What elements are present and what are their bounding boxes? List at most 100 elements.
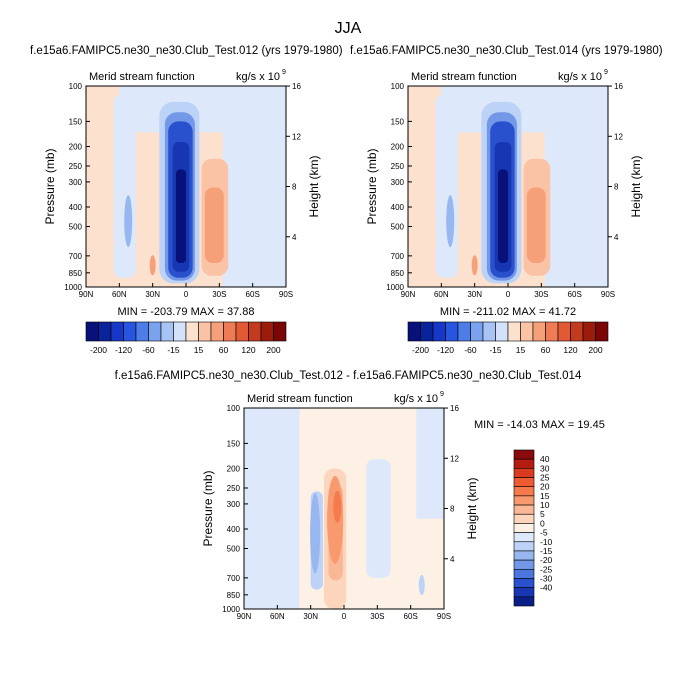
- x-tick-label: 30N: [303, 612, 318, 621]
- y-right-tick-label: 16: [292, 82, 301, 91]
- x-tick-label: 90N: [237, 612, 252, 621]
- y-tick-label: 150: [391, 117, 405, 126]
- y-right-axis-label: Height (km): [629, 155, 643, 217]
- y-right-tick-label: 16: [450, 404, 459, 413]
- colorbar-swatch: [85, 321, 99, 342]
- colorbar-swatch: [513, 550, 535, 561]
- x-tick-label: 60N: [270, 612, 285, 621]
- colorbar-swatch: [135, 321, 149, 342]
- colorbar-swatch: [198, 321, 212, 342]
- y-tick-label: 250: [227, 484, 241, 493]
- y-right-tick-label: 8: [614, 183, 619, 192]
- x-tick-label: 30N: [145, 290, 160, 299]
- colorbar-swatch: [420, 321, 434, 342]
- colorbar-label: 60: [219, 345, 229, 355]
- x-tick-label: 90N: [79, 290, 94, 299]
- panel-3-title: f.e15a6.FAMIPC5.ne30_ne30.Club_Test.012 …: [114, 370, 582, 382]
- subtitle: Merid stream function: [89, 71, 195, 83]
- x-tick-label: 60S: [246, 290, 260, 299]
- colorbar-label: 60: [541, 345, 551, 355]
- colorbar-swatch: [407, 321, 421, 342]
- y-tick-label: 100: [391, 82, 405, 91]
- y-tick-label: 300: [69, 178, 83, 187]
- y-tick-label: 300: [391, 178, 405, 187]
- colorbar-label: -5: [540, 528, 548, 538]
- colorbar-swatch: [513, 587, 535, 598]
- x-tick-label: 90S: [437, 612, 451, 621]
- units-exponent: 9: [440, 391, 444, 398]
- y-tick-label: 400: [227, 525, 241, 534]
- colorbar-label: -10: [540, 537, 553, 547]
- colorbar-swatch: [545, 321, 559, 342]
- colorbar-label: 5: [540, 509, 545, 519]
- y-tick-label: 700: [227, 574, 241, 583]
- colorbar-swatch: [495, 321, 509, 342]
- y-right-tick-label: 4: [614, 233, 619, 242]
- colorbar-label: 0: [540, 518, 545, 528]
- x-tick-label: 30N: [467, 290, 482, 299]
- contour-blue-narrow: [124, 195, 133, 248]
- colorbar-swatch: [173, 321, 187, 342]
- panel-2-stats: MIN = -211.02 MAX = 41.72: [439, 306, 577, 318]
- units-exponent: 9: [604, 69, 608, 76]
- colorbar-swatch: [513, 468, 535, 478]
- colorbar-swatch: [445, 321, 459, 342]
- units-label: kg/s x 10: [236, 71, 280, 83]
- y-tick-label: 1000: [386, 283, 404, 292]
- contour-neg-small: [418, 575, 425, 596]
- colorbar-label: 30: [540, 463, 550, 473]
- contour-light-blue-south: [416, 408, 444, 519]
- contour-pos-small: [471, 255, 478, 276]
- colorbar-swatch: [513, 513, 535, 524]
- colorbar-swatch: [513, 477, 535, 488]
- colorbar-swatch: [513, 559, 535, 570]
- colorbar-swatch: [273, 321, 287, 342]
- colorbar-swatch: [457, 321, 471, 342]
- colorbar-swatch: [185, 321, 199, 342]
- colorbar-swatch: [520, 321, 534, 342]
- colorbar-swatch: [482, 321, 496, 342]
- y-right-tick-label: 12: [292, 132, 301, 141]
- y-tick-label: 700: [69, 252, 83, 261]
- contour-blue-narrow: [446, 195, 455, 248]
- colorbar-swatch: [507, 321, 521, 342]
- subtitle: Merid stream function: [247, 393, 353, 405]
- x-tick-label: 30S: [534, 290, 548, 299]
- colorbar-swatch: [513, 449, 535, 460]
- colorbar-swatch: [595, 321, 609, 342]
- y-axis-label: Pressure (mb): [201, 470, 215, 546]
- y-tick-label: 300: [227, 500, 241, 509]
- colorbar-swatch: [513, 504, 535, 515]
- contour-light-blue-north: [244, 408, 300, 609]
- y-tick-label: 400: [69, 203, 83, 212]
- colorbar-swatch: [557, 321, 571, 342]
- contour-level-5: [176, 169, 186, 264]
- colorbar-label: 120: [563, 345, 577, 355]
- colorbar-swatch: [123, 321, 137, 342]
- panel-3-stats: MIN = -14.03 MAX = 19.45: [474, 419, 605, 431]
- colorbar-label: 40: [540, 454, 550, 464]
- y-tick-label: 400: [391, 203, 405, 212]
- colorbar-swatch: [513, 578, 535, 588]
- contour-pos-small: [149, 255, 156, 276]
- colorbar-swatch: [513, 532, 535, 543]
- x-tick-label: 60N: [434, 290, 449, 299]
- colorbar-label: 15: [516, 345, 526, 355]
- colorbar-label: -15: [167, 345, 180, 355]
- y-tick-label: 500: [227, 544, 241, 553]
- x-tick-label: 60S: [404, 612, 418, 621]
- colorbar-swatch: [532, 321, 546, 342]
- panel-1-title: f.e15a6.FAMIPC5.ne30_ne30.Club_Test.012 …: [30, 45, 343, 57]
- y-tick-label: 1000: [222, 605, 240, 614]
- colorbar-label: -20: [540, 555, 553, 565]
- colorbar-label: -60: [142, 345, 155, 355]
- colorbar-swatch: [513, 568, 535, 579]
- colorbar-swatch: [470, 321, 484, 342]
- colorbar-swatch: [260, 321, 274, 342]
- y-tick-label: 250: [391, 162, 405, 171]
- contour-layer: [408, 86, 608, 287]
- y-tick-label: 250: [69, 162, 83, 171]
- contour-peach-north: [86, 86, 120, 237]
- x-tick-label: 0: [184, 290, 189, 299]
